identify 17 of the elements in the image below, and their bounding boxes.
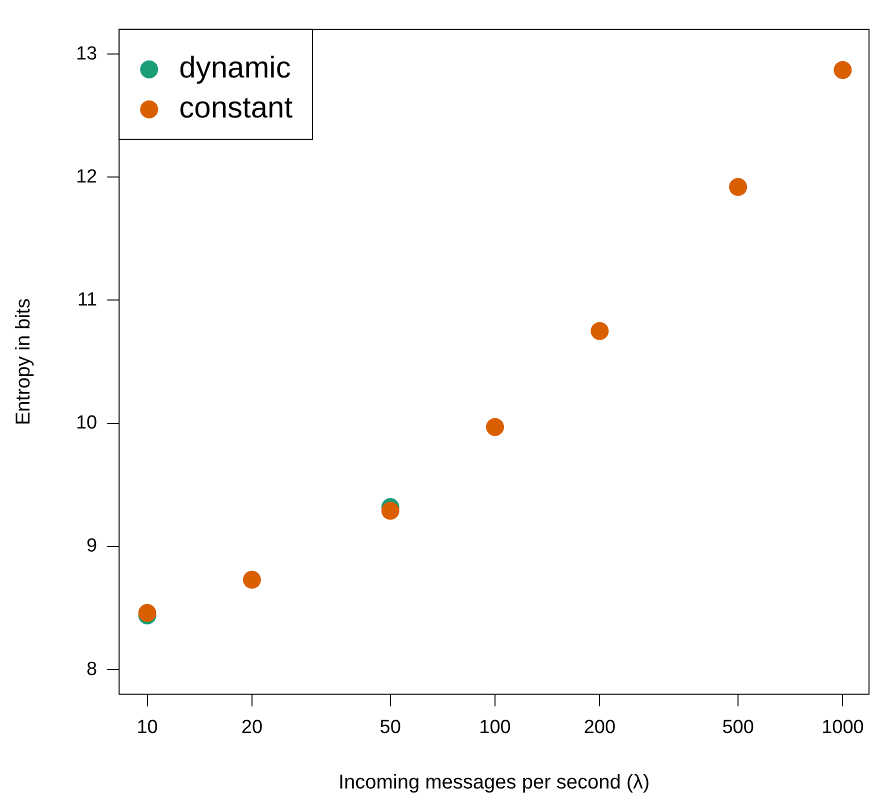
x-tick-label: 20 <box>241 716 263 738</box>
y-axis-title: Entropy in bits <box>12 298 35 426</box>
x-tick-label: 500 <box>722 716 754 738</box>
x-tick-label: 1000 <box>822 716 864 738</box>
y-tick-label: 9 <box>86 536 98 557</box>
y-tick-label: 12 <box>76 166 98 188</box>
x-tick-label: 200 <box>584 716 616 738</box>
y-tick-label: 11 <box>77 289 98 310</box>
x-tick-label: 50 <box>380 716 401 738</box>
y-tick-label: 10 <box>76 412 98 434</box>
legend-label: dynamic <box>179 52 291 85</box>
y-tick-label: 8 <box>86 658 98 680</box>
legend-label: constant <box>179 92 294 125</box>
x-axis-title: Incoming messages per second (λ) <box>338 772 650 794</box>
x-tick-label: 100 <box>479 716 511 738</box>
y-tick-label: 13 <box>76 43 98 64</box>
x-tick-label: 10 <box>136 716 158 738</box>
